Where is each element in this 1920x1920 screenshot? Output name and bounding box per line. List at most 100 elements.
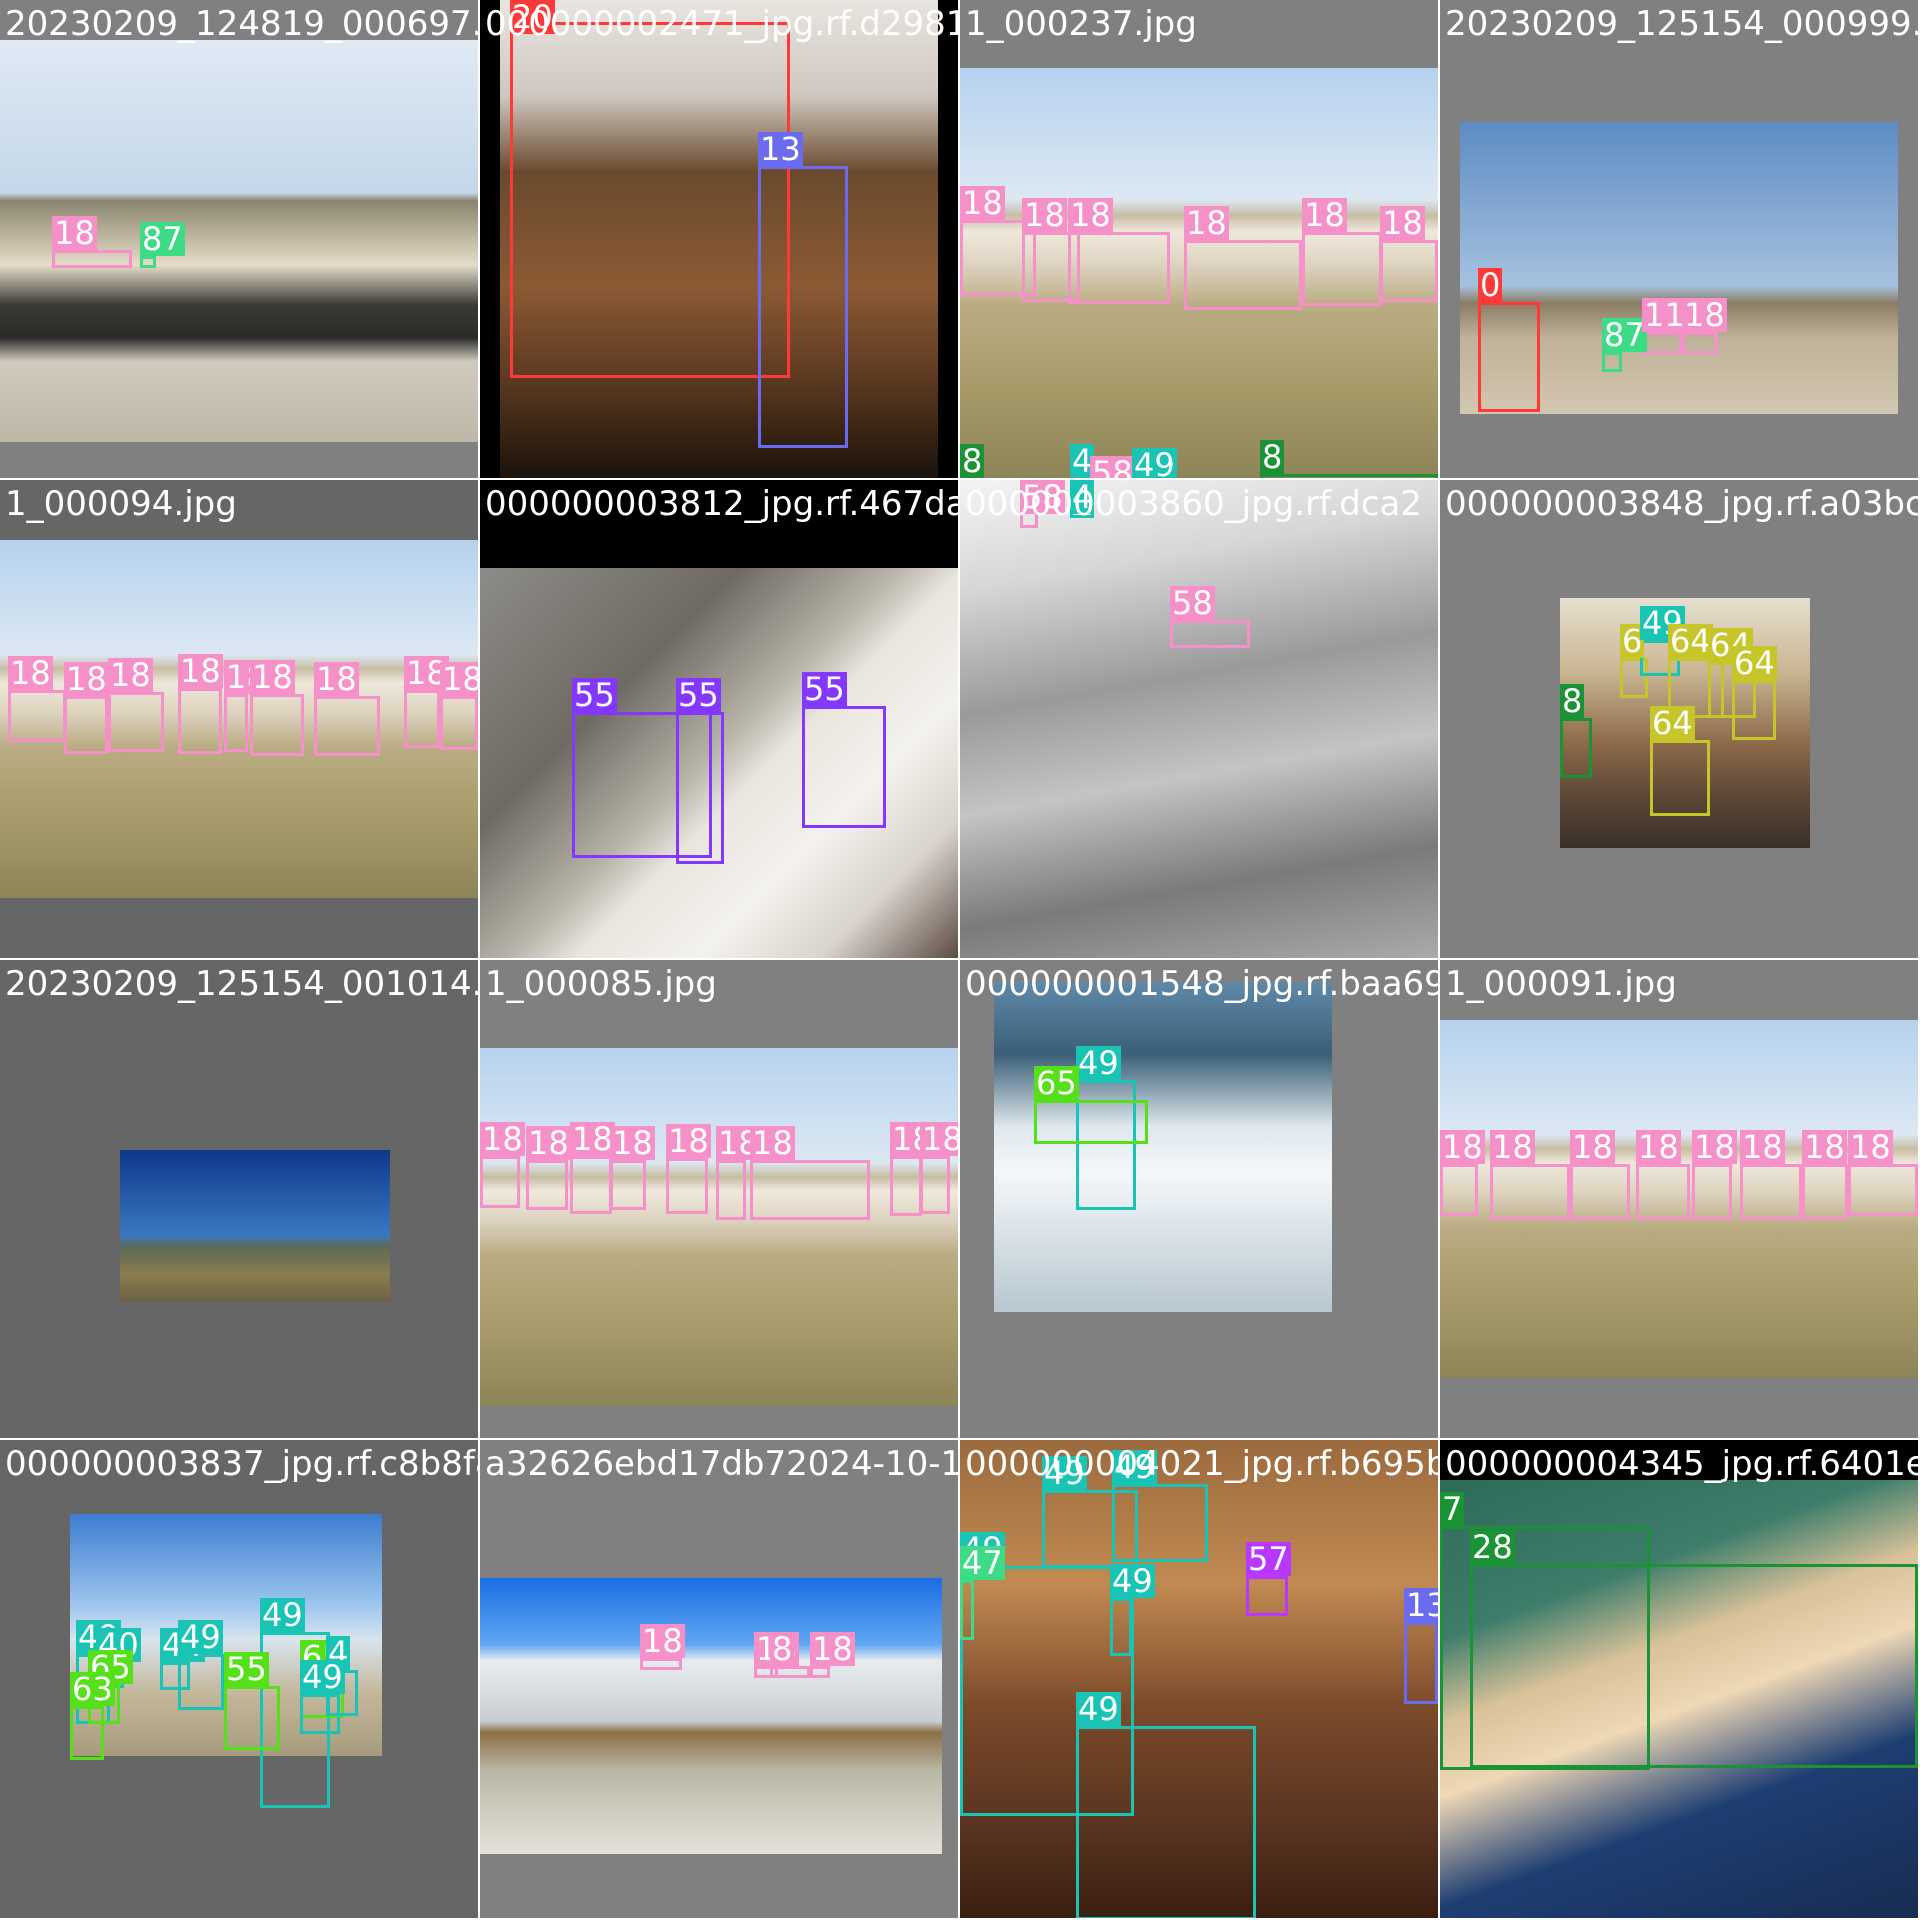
detection-label: 18 [440, 662, 478, 696]
mosaic-tile: 20230209_124819_000697.jpg 18 87 [0, 0, 478, 478]
detection-box [1022, 232, 1080, 302]
detection-label: 0 [1478, 266, 1503, 304]
detection-box [224, 694, 248, 752]
detection-box [1490, 1164, 1570, 1220]
detection-box [1470, 1564, 1918, 1768]
tile-image [994, 982, 1332, 1312]
detection-label: 18 [920, 1122, 958, 1156]
detection-label: 58 [1090, 456, 1135, 478]
detection-box [572, 712, 712, 858]
detection-label: 28 [1470, 1528, 1515, 1566]
detection-label: 18 [1184, 204, 1229, 242]
tile-caption: 000000003812_jpg.rf.467da [485, 484, 958, 524]
detection-box [1602, 352, 1622, 372]
tile-caption: 000000003848_jpg.rf.a03bc [1445, 484, 1918, 524]
tile-caption: 000000003860_jpg.rf.dca2 [965, 484, 1423, 524]
detection-box [1034, 1100, 1148, 1144]
detection-label: 63 [70, 1670, 115, 1708]
detection-box [770, 1666, 810, 1678]
tile-image [1440, 1480, 1918, 1918]
detection-box [1642, 332, 1682, 354]
detection-label: 18 [64, 660, 109, 698]
tile-caption: 000000001548_jpg.rf.baa693b32009305df61 [965, 964, 1438, 1004]
detection-label: 18 [250, 658, 295, 696]
detection-box [1076, 1080, 1136, 1210]
detection-label: 49 [1076, 1044, 1121, 1082]
detection-box [8, 690, 66, 742]
detection-box [666, 1158, 708, 1214]
detection-label: 55 [802, 670, 847, 708]
detection-label: 18 [1692, 1128, 1737, 1166]
detection-box [960, 220, 1036, 296]
detection-box [1848, 1164, 1918, 1216]
detection-label: 18 [1490, 1128, 1535, 1166]
detection-label: 55 [676, 676, 721, 714]
detection-box [1184, 240, 1302, 310]
tile-caption: 20230209_125154_000999.jpg [1445, 4, 1918, 44]
detection-label: 18 [480, 1120, 525, 1158]
detection-label: 49 [1132, 448, 1177, 478]
detection-label: 11 [1642, 296, 1687, 334]
detection-label: 18 [52, 214, 97, 252]
detection-label: 7 [1440, 1490, 1465, 1528]
detection-label: 18 [1068, 196, 1113, 234]
detection-box [1170, 620, 1250, 648]
detection-box [224, 1686, 280, 1750]
detection-box [440, 696, 478, 750]
mosaic-tile: 000000001548_jpg.rf.baa693b32009305df61 4… [960, 960, 1438, 1438]
detection-label: 49 [1042, 1454, 1087, 1492]
detection-box [1042, 1490, 1138, 1568]
tile-caption: 000000004021_jpg.rf.b695b [965, 1444, 1438, 1484]
detection-label: 18 [314, 660, 359, 698]
tile-image [480, 1578, 942, 1854]
mosaic-tile: 000000003848_jpg.rf.a03bc 8 6 49 64 64 64 64 [1440, 480, 1918, 958]
detection-label: 58 [1170, 584, 1215, 622]
tile-caption: 20230209_125154_001014.jpg [5, 964, 478, 1004]
detection-label: 20 [510, 0, 555, 36]
detection-label: 49 [1110, 1562, 1155, 1600]
tile-caption: 000000003837_jpg.rf.c8b8f8 [5, 1444, 478, 1484]
detection-label: 18 [1380, 204, 1425, 242]
tile-caption: 1_000085.jpg [485, 964, 717, 1004]
detection-label: 18 [526, 1124, 571, 1162]
tile-image [0, 540, 478, 898]
tile-caption: 000000002471_jpg.rf.d2981b46070233cb4d42… [485, 4, 958, 44]
detection-label: 49 [178, 1618, 223, 1656]
detection-box [1740, 1164, 1802, 1220]
detection-box [1260, 474, 1438, 478]
detection-box [52, 250, 132, 268]
detection-label: 55 [224, 1650, 269, 1688]
detection-label: 57 [1246, 1540, 1291, 1578]
detection-label: 87 [1602, 316, 1647, 354]
detection-label: 13 [758, 130, 803, 168]
tile-caption: 20230209_124819_000697.jpg [5, 4, 478, 44]
detection-label: 18 [404, 654, 449, 692]
detection-box [1570, 1164, 1630, 1220]
tile-caption: 000000004345_jpg.rf.6401e [1445, 1444, 1918, 1484]
detection-label: 18 [1440, 1128, 1485, 1166]
detection-label: 18 [960, 184, 1005, 222]
detection-box [1440, 1164, 1478, 1216]
detection-label: 8 [1260, 438, 1285, 476]
detection-label: 49 [1076, 1690, 1121, 1728]
detection-box [1692, 1164, 1732, 1220]
detection-box [676, 712, 724, 864]
mosaic-tile: 1_000237.jpg 18 18 18 18 18 18 8 4 58 49 8 [960, 0, 1438, 478]
mosaic-tile: 000000002471_jpg.rf.d2981b46070233cb4d42… [480, 0, 958, 478]
tile-image [120, 1150, 390, 1302]
tile-caption: a32626ebd17db72024-10-11 [485, 1444, 958, 1484]
detection-label: 18 [640, 1622, 685, 1660]
detection-box [526, 1160, 568, 1210]
detection-box [1068, 232, 1170, 304]
detection-label: 18 [178, 652, 223, 690]
detection-box [480, 1156, 520, 1208]
detection-box [140, 256, 156, 268]
mosaic-tile: 000000003860_jpg.rf.dca2 58 4 58 [960, 480, 1438, 958]
detection-box [1620, 658, 1648, 698]
detection-box [1478, 302, 1540, 412]
detection-label: 6 [1620, 622, 1645, 660]
tile-caption: 1_000094.jpg [5, 484, 237, 524]
mosaic-tile: 000000004345_jpg.rf.6401e 7 28 [1440, 1440, 1918, 1918]
